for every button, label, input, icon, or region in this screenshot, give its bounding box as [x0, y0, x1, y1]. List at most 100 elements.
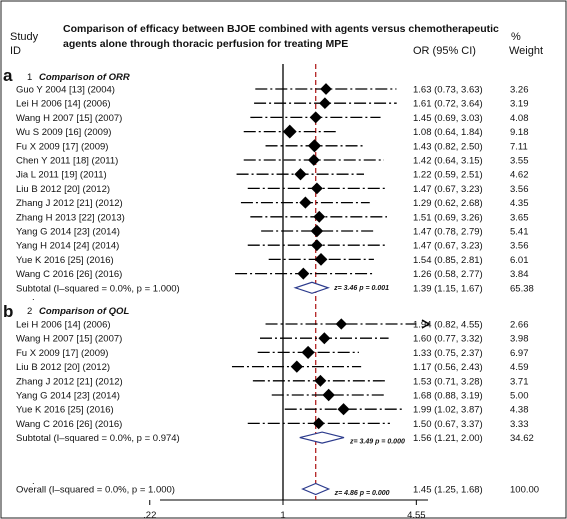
header-or-ci: OR (95% CI)	[413, 45, 476, 57]
g1-study-8-or-ci: 1.29 (0.62, 2.68)	[413, 198, 483, 209]
g1-study-11-label: Yang H 2014 [24] (2014)	[16, 241, 119, 252]
g2-subtotal-label: Subtotal (I–squared = 0.0%, p = 0.974)	[16, 433, 180, 444]
overall-or-ci: 1.45 (1.25, 1.68)	[413, 485, 483, 496]
g1-study-5-or-ci: 1.42 (0.64, 3.15)	[413, 156, 483, 167]
panel-label-b: b	[3, 302, 13, 321]
panel-label-a: a	[3, 66, 13, 85]
g2-study-2-or-ci: 1.33 (0.75, 2.37)	[413, 348, 483, 359]
g2-study-3-or-ci: 1.17 (0.56, 2.43)	[413, 362, 483, 373]
g1-study-10-weight: 5.41	[510, 227, 529, 238]
g1-subtotal-weight: 65.38	[510, 283, 534, 294]
g1-study-9-or-ci: 1.51 (0.69, 3.26)	[413, 212, 483, 223]
g1-study-6-or-ci: 1.22 (0.59, 2.51)	[413, 170, 483, 181]
g1-study-11-or-ci: 1.47 (0.67, 3.23)	[413, 241, 483, 252]
g2-study-1-label: Wang H 2007 [15] (2007)	[16, 334, 122, 345]
g1-study-13-label: Wang C 2016 [26] (2016)	[16, 269, 122, 280]
g1-study-10-label: Yang G 2014 [23] (2014)	[16, 227, 120, 238]
g1-study-3-weight: 9.18	[510, 127, 529, 138]
header-percent: %	[511, 31, 521, 43]
group-1-number: 1	[27, 72, 32, 83]
g2-study-0-point	[335, 318, 347, 330]
g2-study-2-weight: 6.97	[510, 348, 529, 359]
g1-study-4-weight: 7.11	[510, 141, 528, 152]
g1-study-11-weight: 3.56	[510, 241, 529, 252]
g1-study-2-label: Wang H 2007 [15] (2007)	[16, 113, 122, 124]
g1-study-6-weight: 4.62	[510, 170, 529, 181]
chart-marks: .22 1 4.55 Guo Y 2004 [13] (2004) 1.63 (0.73…	[16, 83, 539, 519]
g2-study-0-weight: 2.66	[510, 320, 529, 331]
g1-study-2-weight: 4.08	[510, 113, 529, 124]
g2-study-5-weight: 5.00	[510, 391, 529, 402]
g1-study-13-point	[297, 267, 310, 280]
g1-study-5-label: Chen Y 2011 [18] (2011)	[16, 156, 118, 167]
g2-study-3-weight: 4.59	[510, 362, 529, 373]
g2-study-1-weight: 3.98	[510, 334, 529, 345]
g1-study-11-point	[311, 239, 323, 252]
g2-study-4-weight: 3.71	[510, 376, 529, 387]
g1-study-8-weight: 4.35	[510, 198, 529, 209]
x-tick-label-0: .22	[143, 510, 156, 519]
g2-study-6-label: Yue K 2016 [25] (2016)	[16, 405, 114, 416]
g2-study-6-or-ci: 1.99 (1.02, 3.87)	[413, 405, 483, 416]
x-tick-label-1: 1	[280, 510, 285, 519]
g1-subtotal-or-ci: 1.39 (1.15, 1.67)	[413, 283, 483, 294]
g1-study-12-or-ci: 1.54 (0.85, 2.81)	[413, 255, 483, 266]
g1-study-5-point	[307, 154, 320, 166]
g1-study-9-label: Zhang H 2013 [22] (2013)	[16, 212, 125, 223]
g2-study-7-weight: 3.33	[510, 419, 529, 430]
g1-study-1-weight: 3.19	[510, 99, 529, 110]
g2-study-1-point	[318, 332, 331, 345]
group-1-heading: Comparison of ORR	[39, 72, 130, 83]
g1-study-2-or-ci: 1.45 (0.69, 3.03)	[413, 113, 483, 124]
g2-study-5-point	[322, 388, 335, 402]
g1-study-4-label: Fu X 2009 [17] (2009)	[16, 141, 108, 152]
g2-study-3-point	[290, 360, 303, 373]
g1-subtotal-diamond	[293, 281, 330, 294]
g2-study-5-or-ci: 1.68 (0.88, 3.19)	[413, 391, 483, 402]
chart-title-line1: Comparison of efficacy between BJOE comb…	[63, 23, 499, 35]
overall-ztest: z= 4.86 p = 0.000	[334, 490, 390, 497]
g1-study-8-label: Zhang J 2012 [21] (2012)	[16, 198, 123, 209]
g1-study-12-label: Yue K 2016 [25] (2016)	[16, 255, 114, 266]
g1-study-7-point	[311, 182, 323, 195]
g1-subtotal-ztest: z= 3.46 p = 0.001	[333, 285, 389, 292]
group-2-heading: Comparison of QOL	[39, 306, 129, 317]
g2-subtotal-or-ci: 1.56 (1.21, 2.00)	[413, 433, 483, 444]
g1-study-10-point	[310, 224, 324, 238]
separator-dot-2: .	[32, 476, 35, 487]
g2-study-4-point	[314, 374, 327, 387]
g1-study-2-point	[309, 111, 322, 124]
header-study: Study	[10, 31, 39, 43]
g1-study-12-weight: 6.01	[510, 255, 529, 266]
g1-study-10-or-ci: 1.47 (0.78, 2.79)	[413, 227, 483, 238]
g2-subtotal-ztest: z= 3.49 p = 0.000	[349, 439, 405, 446]
g2-study-7-label: Wang C 2016 [26] (2016)	[16, 419, 122, 430]
g1-study-0-label: Guo Y 2004 [13] (2004)	[16, 85, 115, 96]
g2-study-1-or-ci: 1.60 (0.77, 3.32)	[413, 334, 483, 345]
g2-study-7-or-ci: 1.50 (0.67, 3.37)	[413, 419, 483, 430]
g1-subtotal-label: Subtotal (I–squared = 0.0%, p = 1.000)	[16, 283, 180, 294]
g1-study-0-point	[320, 83, 332, 95]
g1-study-0-or-ci: 1.63 (0.73, 3.63)	[413, 85, 483, 96]
g1-study-13-weight: 3.84	[510, 269, 529, 280]
g1-study-7-label: Liu B 2012 [20] (2012)	[16, 184, 110, 195]
g1-study-6-label: Jia L 2011 [19] (2011)	[16, 170, 107, 181]
g1-study-8-point	[299, 196, 312, 209]
g2-study-6-point	[337, 403, 350, 416]
g1-study-5-weight: 3.55	[510, 156, 529, 167]
group-2-number: 2	[27, 306, 32, 317]
g1-study-0-weight: 3.26	[510, 85, 529, 96]
g2-study-5-label: Yang G 2014 [23] (2014)	[16, 391, 120, 402]
g2-study-2-point	[301, 345, 315, 359]
g1-study-4-or-ci: 1.43 (0.82, 2.50)	[413, 141, 483, 152]
g1-study-12-point	[314, 252, 328, 266]
g2-study-0-or-ci: 1.94 (0.82, 4.55)	[413, 320, 483, 331]
g1-study-7-weight: 3.56	[510, 184, 529, 195]
header-weight: Weight	[509, 45, 543, 57]
chart-title-line2: agents alone through thoracic perfusion …	[63, 38, 348, 50]
overall-diamond	[301, 482, 331, 496]
g1-study-1-point	[319, 97, 331, 110]
g1-study-7-or-ci: 1.47 (0.67, 3.23)	[413, 184, 483, 195]
